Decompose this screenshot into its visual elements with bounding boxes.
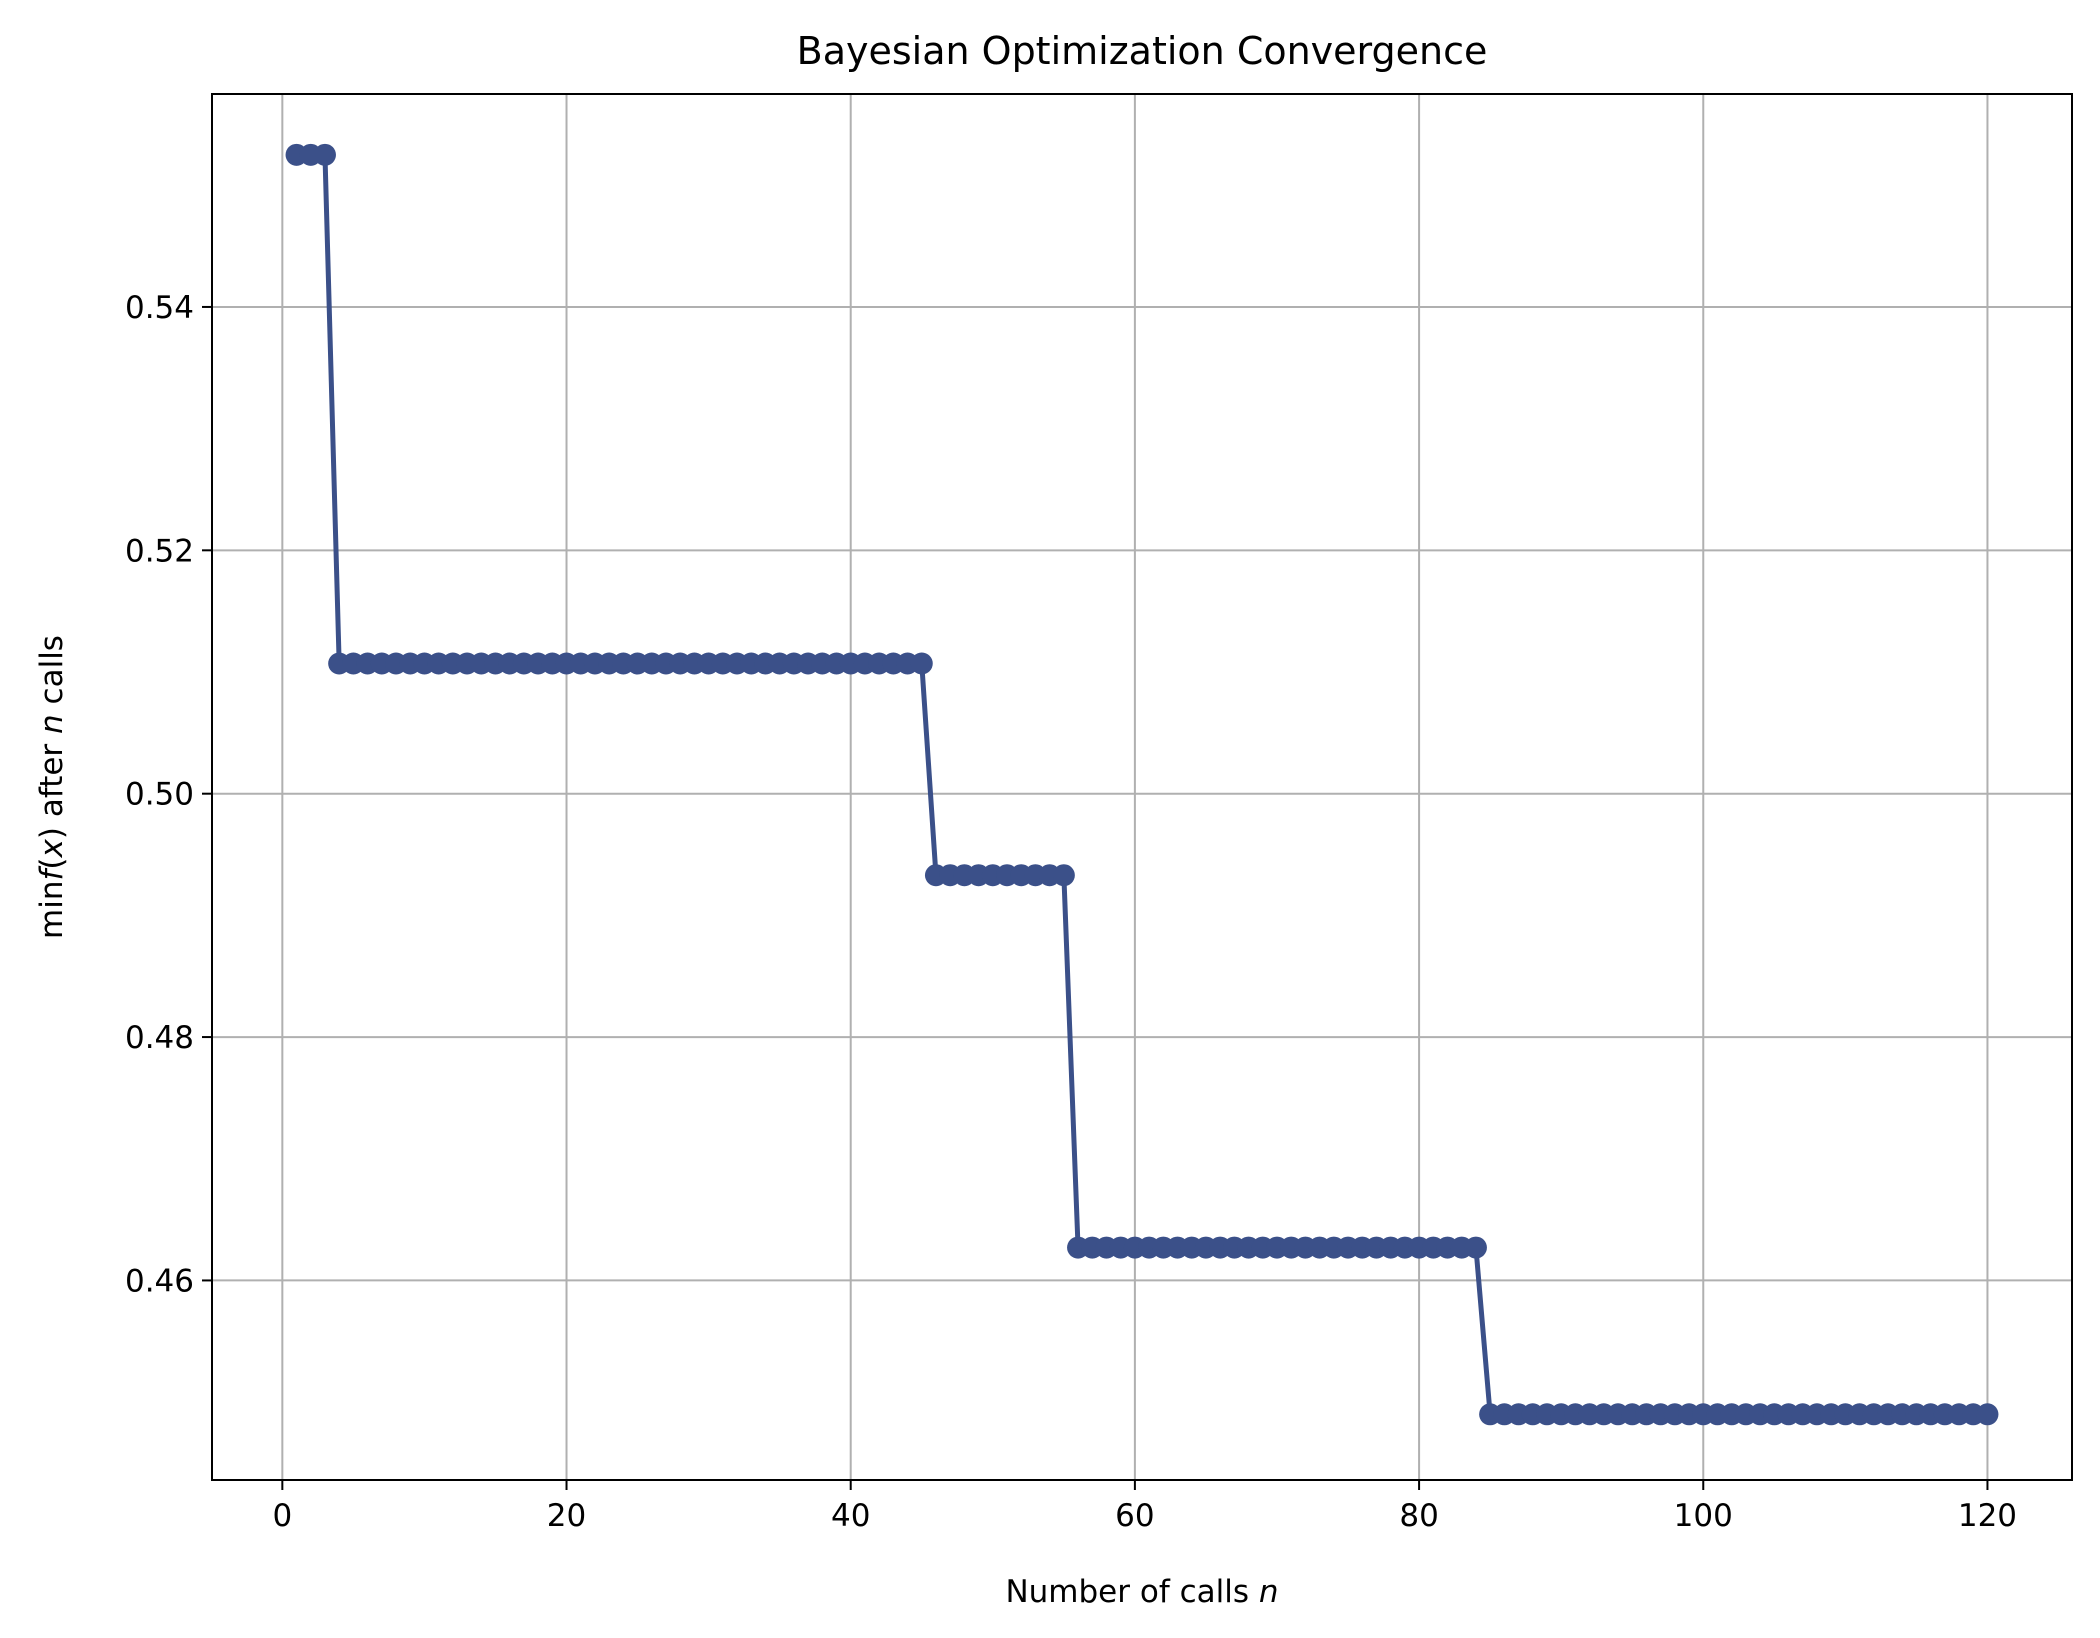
y-tick-label: 0.50 — [125, 777, 194, 813]
x-tick-label: 120 — [1958, 1498, 2017, 1534]
x-axis-ticks: 0 20 40 60 80 100 120 — [272, 1480, 2017, 1534]
y-tick-label: 0.48 — [125, 1020, 194, 1056]
x-axis-label: Number of calls n — [1005, 1574, 1278, 1610]
data-point — [313, 143, 336, 166]
y-axis-label: minf(x) after n calls — [34, 635, 70, 939]
grid-lines — [212, 94, 2072, 1480]
x-tick-label: 0 — [272, 1498, 292, 1534]
data-point — [910, 652, 933, 675]
data-point — [1464, 1236, 1487, 1259]
data-point — [1052, 864, 1075, 887]
x-tick-label: 100 — [1674, 1498, 1733, 1534]
x-tick-label: 40 — [831, 1498, 870, 1534]
y-tick-label: 0.52 — [125, 533, 194, 569]
y-tick-label: 0.46 — [125, 1263, 194, 1299]
plot-frame — [211, 93, 2073, 1481]
y-tick-label: 0.54 — [125, 290, 194, 326]
x-tick-label: 80 — [1399, 1498, 1438, 1534]
data-point — [1976, 1403, 1999, 1426]
y-axis-ticks: 0.46 0.48 0.50 0.52 0.54 — [125, 290, 212, 1299]
series-min-f — [285, 143, 1999, 1426]
x-tick-label: 60 — [1115, 1498, 1154, 1534]
x-tick-label: 20 — [547, 1498, 586, 1534]
chart-title: Bayesian Optimization Convergence — [797, 29, 1488, 73]
